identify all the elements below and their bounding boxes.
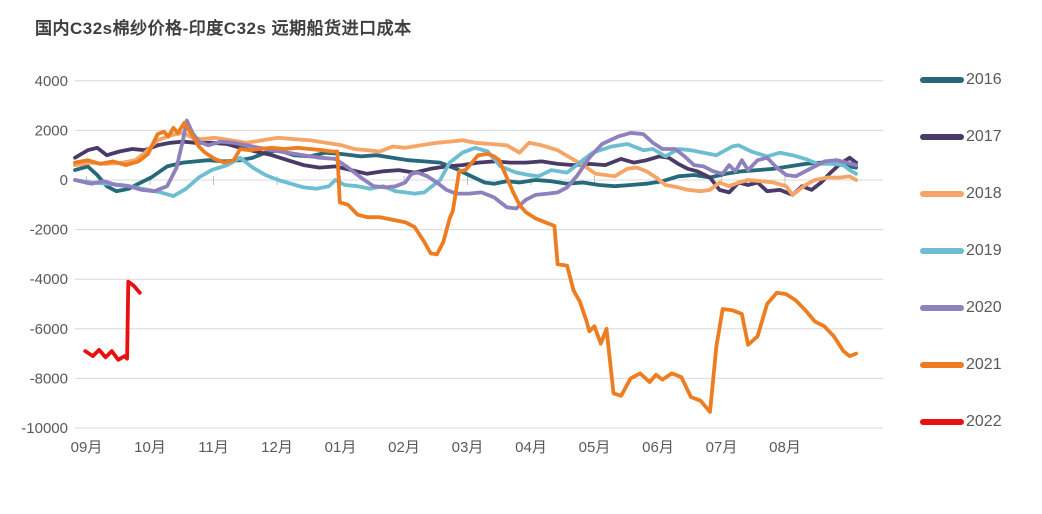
legend-item-2019: 2019 — [920, 240, 1002, 262]
legend-item-2020: 2020 — [920, 297, 1002, 319]
x-axis-month-label: 06月 — [642, 439, 674, 456]
legend-item-2021: 2021 — [920, 354, 1002, 376]
legend-label: 2016 — [966, 71, 1002, 88]
legend-swatch-2018 — [920, 191, 964, 197]
x-axis-month-label: 08月 — [769, 439, 801, 456]
legend-swatch-2016 — [920, 77, 964, 83]
y-axis-tick-label: -2000 — [30, 222, 68, 239]
series-line-2021 — [73, 121, 858, 414]
legend-item-2022: 2022 — [920, 411, 1002, 433]
legend-label: 2018 — [966, 185, 1002, 202]
legend-item-2016: 2016 — [920, 69, 1002, 91]
legend-label: 2019 — [966, 242, 1002, 259]
x-axis-month-label: 03月 — [452, 439, 484, 456]
legend-label: 2022 — [966, 413, 1002, 430]
y-axis-tick-label: -6000 — [30, 321, 68, 338]
y-axis-tick-label: -8000 — [30, 370, 68, 387]
series-line-2020 — [73, 118, 858, 211]
series-line-2022 — [83, 279, 142, 362]
y-axis-tick-label: -4000 — [30, 271, 68, 288]
legend-label: 2020 — [966, 299, 1002, 316]
y-axis-tick-label: -10000 — [21, 420, 68, 437]
y-axis-tick-label: 4000 — [35, 73, 68, 90]
chart-legend: 2016 2017 2018 2019 2020 2021 2022 — [920, 0, 1040, 514]
legend-item-2018: 2018 — [920, 183, 1002, 205]
y-axis-tick-label: 2000 — [35, 122, 68, 139]
legend-item-2017: 2017 — [920, 126, 1002, 148]
x-axis-month-label: 10月 — [134, 439, 166, 456]
x-axis-month-label: 02月 — [388, 439, 420, 456]
x-axis-month-label: 09月 — [71, 439, 103, 456]
x-axis-month-label: 01月 — [325, 439, 357, 456]
series-line-2016 — [73, 148, 858, 194]
legend-swatch-2019 — [920, 248, 964, 254]
legend-swatch-2022 — [920, 419, 964, 425]
legend-label: 2021 — [966, 356, 1002, 373]
x-axis-month-label: 05月 — [579, 439, 611, 456]
y-axis-tick-label: 0 — [60, 172, 68, 189]
x-axis-month-label: 11月 — [198, 439, 229, 456]
chart-title: 国内C32s棉纱价格-印度C32s 远期船货进口成本 — [35, 19, 412, 38]
series-line-2018 — [73, 130, 858, 197]
x-axis-month-label: 04月 — [515, 439, 547, 456]
series-line-2019 — [73, 142, 858, 199]
legend-label: 2017 — [966, 128, 1002, 145]
x-axis-month-label: 07月 — [706, 439, 738, 456]
x-axis-month-label: 12月 — [261, 439, 293, 456]
legend-swatch-2020 — [920, 305, 964, 311]
legend-swatch-2017 — [920, 134, 964, 140]
legend-swatch-2021 — [920, 362, 964, 368]
